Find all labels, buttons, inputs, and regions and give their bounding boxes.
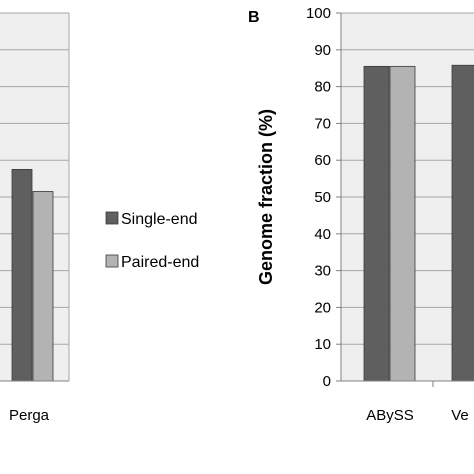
legend-swatch-paired-end [105,254,119,268]
right-bar-ve-single-end [451,64,474,382]
right-bar-abyss-paired-end [389,65,416,382]
right-category-label-ve: Ve [451,407,469,424]
legend-label-single-end: Single-end [121,211,198,228]
legend-swatch-single-end [105,211,119,225]
left-panel-chart: Perga [0,12,70,424]
right-bar-abyss-single-end [363,65,390,382]
left-bars [11,168,54,382]
right-tick-label: 30 [314,263,331,280]
legend: Single-end Paired-end [105,211,199,271]
right-tick-label: 20 [314,299,331,316]
right-tick-label: 0 [323,373,331,390]
right-tick-label: 60 [314,152,331,169]
left-category-label: Perga [9,407,50,424]
y-axis-label: Genome fraction (%) [256,109,276,285]
right-tick-label: 90 [314,42,331,59]
legend-label-paired-end: Paired-end [121,254,199,271]
right-y-ticks: 0 10 20 30 40 50 60 70 80 90 100 [306,5,341,390]
left-bar-single-end [11,168,33,382]
right-tick-label: 100 [306,5,331,22]
right-tick-label: 10 [314,336,331,353]
left-bar-paired-end [32,191,54,382]
right-category-label-abyss: ABySS [366,407,414,424]
right-panel-chart: B Genome fraction (%) 0 10 20 30 40 50 60 70 80 9… [248,5,474,424]
right-tick-label: 50 [314,189,331,206]
right-bars [363,64,474,382]
right-tick-label: 40 [314,226,331,243]
right-tick-label: 80 [314,79,331,96]
panel-label: B [248,9,260,26]
right-tick-label: 70 [314,115,331,132]
